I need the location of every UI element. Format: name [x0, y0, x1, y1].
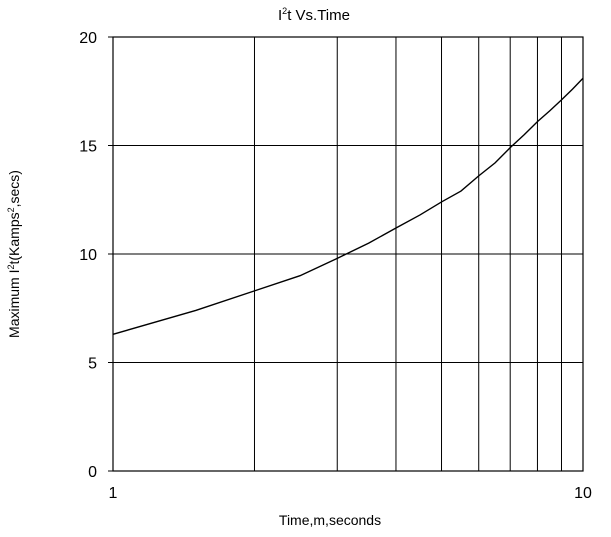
x-tick-label: 1: [109, 485, 118, 502]
y-tick-label: 10: [79, 247, 97, 264]
chart-title-post: t Vs.Time: [287, 7, 350, 24]
chart-title-sup: 2: [282, 6, 287, 16]
y-tick-label: 5: [88, 356, 97, 373]
y-axis-label-pre: Maximum I: [6, 270, 22, 338]
y-axis-label-mid: t(Kamps: [6, 212, 22, 264]
series: [112, 77, 584, 335]
y-axis-label-sup1: 2: [6, 265, 16, 270]
tick-labels: 0 5 10 15 20 1 10: [79, 30, 592, 502]
y-tick-label: 15: [79, 139, 97, 156]
y-tick-label: 20: [79, 30, 97, 47]
chart-title: I2t Vs.Time: [278, 6, 350, 24]
x-tick-label: 10: [574, 485, 592, 502]
y-tick-label: 0: [88, 464, 97, 481]
x-axis-label: Time,m,seconds: [279, 512, 381, 528]
y-axis-label-post: ,secs): [6, 170, 22, 207]
y-axis-label-sup2: 2: [6, 207, 16, 212]
series-line: [112, 77, 584, 335]
chart-title-pre: I: [278, 7, 282, 24]
y-axis-label: Maximum I2t(Kamps2,secs): [6, 170, 22, 338]
plot-area-frame: [112, 36, 584, 472]
